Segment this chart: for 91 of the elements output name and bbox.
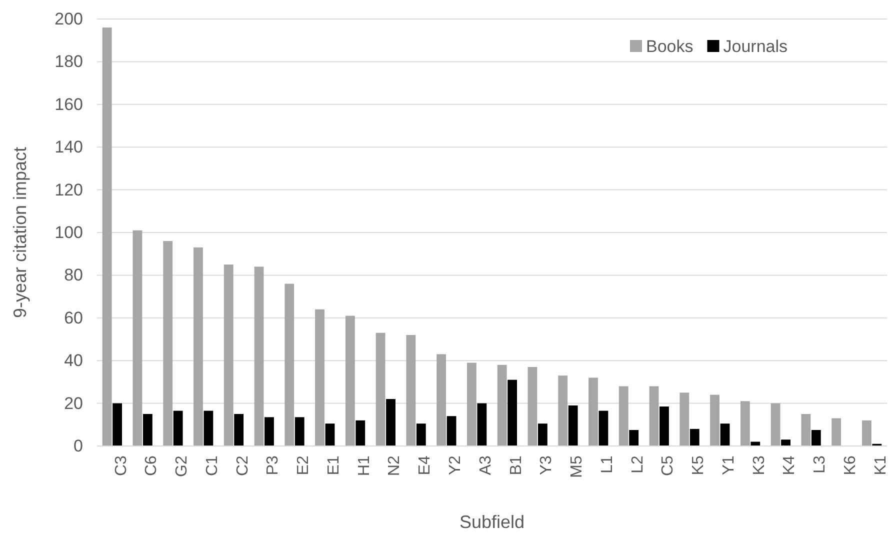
bar	[862, 420, 872, 446]
bar	[770, 403, 780, 446]
bar	[477, 403, 487, 446]
legend-label: Journals	[723, 37, 788, 56]
x-tick-label: L3	[812, 456, 829, 474]
x-tick-label: B1	[508, 456, 525, 476]
bar	[224, 264, 234, 446]
y-tick-label: 100	[54, 222, 83, 242]
x-tick-label: K4	[781, 456, 798, 476]
bar	[294, 417, 304, 446]
bar	[436, 354, 446, 446]
y-tick-label: 120	[54, 180, 83, 200]
bar	[325, 424, 335, 446]
bar	[132, 230, 142, 446]
bar	[750, 442, 760, 446]
bar	[284, 284, 294, 446]
bar	[416, 424, 426, 446]
bar	[254, 266, 264, 446]
y-tick-label: 0	[74, 436, 83, 456]
y-axis-title: 9-year citation impact	[10, 146, 30, 318]
bar	[781, 440, 790, 446]
bar	[345, 316, 355, 446]
bar	[832, 418, 842, 446]
x-tick-label: K6	[842, 456, 860, 476]
bar	[720, 424, 730, 446]
bar	[801, 414, 811, 446]
x-tick-label: L2	[629, 456, 646, 474]
bar	[194, 247, 203, 446]
bar	[112, 403, 122, 446]
x-tick-label: K3	[750, 456, 768, 476]
bar	[446, 416, 456, 446]
bar	[173, 410, 183, 446]
bar	[618, 386, 628, 446]
bar	[568, 405, 578, 446]
x-tick-label: Y1	[720, 456, 738, 476]
bar	[710, 394, 720, 446]
x-tick-label: P3	[264, 456, 282, 476]
bar	[811, 430, 821, 446]
x-tick-label: E4	[416, 456, 434, 476]
x-tick-label: Y2	[447, 456, 464, 476]
y-tick-label: 140	[54, 138, 83, 157]
x-tick-label: N2	[386, 456, 404, 476]
x-tick-label: A3	[477, 456, 494, 476]
x-tick-label: K5	[690, 456, 708, 476]
bar	[740, 401, 750, 446]
x-tick-label: E1	[325, 456, 342, 476]
bar	[466, 362, 476, 446]
y-tick-label: 160	[54, 94, 83, 114]
x-axis-title: Subfield	[459, 512, 525, 532]
y-tick-label: 60	[64, 308, 83, 328]
bar	[376, 332, 386, 446]
x-tick-label: Y3	[538, 456, 556, 476]
bar	[649, 386, 659, 446]
bar	[690, 428, 700, 446]
bar	[204, 410, 214, 446]
bar	[386, 399, 396, 446]
bar	[538, 424, 548, 446]
bar	[142, 414, 152, 446]
bar	[315, 309, 324, 446]
y-tick-label: 80	[64, 266, 83, 285]
x-tick-label: C5	[660, 456, 677, 476]
y-tick-label: 40	[64, 351, 83, 370]
x-tick-label: C3	[112, 456, 130, 476]
bar	[163, 241, 173, 446]
bar	[558, 376, 568, 446]
y-tick-label: 180	[54, 52, 83, 72]
bar	[264, 417, 274, 446]
bar	[629, 430, 639, 446]
x-tick-label: H1	[356, 456, 373, 476]
bar	[598, 410, 608, 446]
legend-label: Books	[646, 37, 694, 56]
bar	[102, 28, 112, 446]
bar	[356, 420, 366, 446]
bar	[588, 378, 598, 446]
bar	[508, 380, 518, 446]
bar	[497, 364, 507, 446]
x-tick-label: C1	[204, 456, 221, 476]
y-tick-label: 20	[64, 394, 83, 413]
x-tick-label: G2	[174, 456, 191, 477]
y-tick-label: 200	[54, 9, 83, 28]
x-tick-label: C2	[234, 456, 252, 476]
bar	[680, 392, 690, 446]
x-tick-label: L1	[598, 456, 616, 474]
bar	[406, 334, 416, 446]
x-tick-label: E2	[295, 456, 312, 476]
bar	[660, 406, 669, 446]
bar	[234, 414, 244, 446]
x-tick-label: C6	[143, 456, 160, 476]
x-tick-label: M5	[568, 456, 586, 478]
x-tick-label: K1	[872, 456, 890, 476]
bar	[528, 367, 538, 446]
